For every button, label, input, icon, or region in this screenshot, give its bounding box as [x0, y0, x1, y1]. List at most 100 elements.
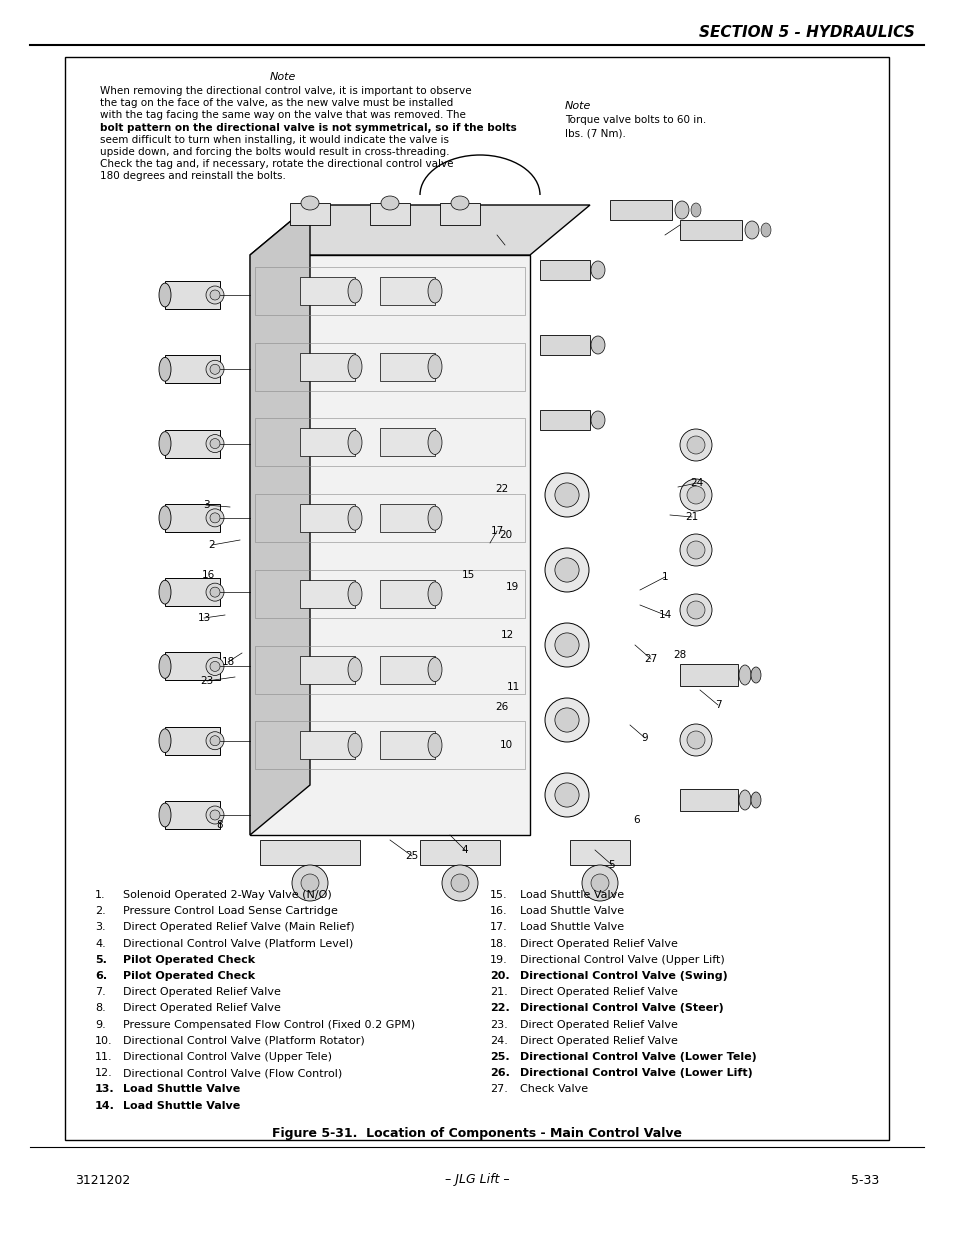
Circle shape	[544, 622, 588, 667]
Ellipse shape	[750, 792, 760, 808]
Circle shape	[210, 513, 220, 522]
Text: Check the tag and, if necessary, rotate the directional control valve: Check the tag and, if necessary, rotate …	[100, 159, 453, 169]
Circle shape	[544, 473, 588, 517]
Text: upside down, and forcing the bolts would result in cross-threading.: upside down, and forcing the bolts would…	[100, 147, 449, 157]
Text: 6.: 6.	[95, 971, 107, 981]
Bar	[250, 254, 530, 835]
Ellipse shape	[760, 224, 770, 237]
Text: 15.: 15.	[490, 890, 507, 900]
Circle shape	[206, 509, 224, 527]
Text: 2: 2	[209, 540, 215, 550]
Circle shape	[206, 731, 224, 750]
Ellipse shape	[675, 201, 688, 219]
Ellipse shape	[159, 283, 171, 308]
Text: 25.: 25.	[490, 1052, 509, 1062]
Text: SECTION 5 - HYDRAULICS: SECTION 5 - HYDRAULICS	[699, 25, 914, 40]
Ellipse shape	[428, 657, 441, 682]
Ellipse shape	[348, 657, 361, 682]
Bar	[65, 57, 888, 1140]
Circle shape	[210, 438, 220, 448]
Bar	[299, 731, 355, 760]
Bar	[260, 840, 359, 864]
Ellipse shape	[159, 357, 171, 382]
Circle shape	[210, 736, 220, 746]
Circle shape	[544, 548, 588, 592]
Text: Load Shuttle Valve: Load Shuttle Valve	[519, 890, 623, 900]
Ellipse shape	[159, 803, 171, 827]
Text: Torque valve bolts to 60 in.: Torque valve bolts to 60 in.	[564, 115, 705, 125]
Text: Direct Operated Relief Valve (Main Relief): Direct Operated Relief Valve (Main Relie…	[123, 923, 355, 932]
Bar	[299, 353, 355, 380]
Text: Pilot Operated Check: Pilot Operated Check	[123, 971, 254, 981]
Bar	[609, 200, 671, 220]
Circle shape	[206, 435, 224, 452]
Text: Directional Control Valve (Swing): Directional Control Valve (Swing)	[519, 971, 727, 981]
Text: 27: 27	[643, 655, 657, 664]
Text: When removing the directional control valve, it is important to observe: When removing the directional control va…	[100, 86, 471, 96]
Bar	[254, 569, 524, 618]
Text: Pressure Compensated Flow Control (Fixed 0.2 GPM): Pressure Compensated Flow Control (Fixed…	[123, 1020, 415, 1030]
Text: 11: 11	[506, 682, 519, 692]
Text: Direct Operated Relief Valve: Direct Operated Relief Valve	[519, 987, 678, 997]
Ellipse shape	[428, 354, 441, 379]
Text: 8.: 8.	[95, 1003, 106, 1014]
Bar	[299, 656, 355, 683]
Circle shape	[206, 806, 224, 824]
Circle shape	[210, 290, 220, 300]
Text: 12: 12	[500, 630, 513, 640]
Text: the tag on the face of the valve, as the new valve must be installed: the tag on the face of the valve, as the…	[100, 99, 453, 109]
Ellipse shape	[690, 203, 700, 217]
Bar	[379, 504, 435, 532]
Text: 1: 1	[661, 572, 668, 582]
Circle shape	[679, 429, 711, 461]
Circle shape	[206, 361, 224, 378]
Text: Direct Operated Relief Valve: Direct Operated Relief Valve	[519, 1036, 678, 1046]
Circle shape	[555, 708, 578, 732]
Text: Figure 5-31.  Location of Components - Main Control Valve: Figure 5-31. Location of Components - Ma…	[272, 1128, 681, 1140]
Text: 16: 16	[201, 571, 214, 580]
Circle shape	[679, 479, 711, 511]
Text: 9: 9	[641, 734, 648, 743]
Ellipse shape	[380, 196, 398, 210]
Text: 8: 8	[216, 820, 223, 830]
Polygon shape	[250, 205, 310, 835]
Text: Directional Control Valve (Upper Lift): Directional Control Valve (Upper Lift)	[519, 955, 724, 965]
Bar	[299, 277, 355, 305]
Text: 2.: 2.	[95, 906, 106, 916]
Text: 23: 23	[200, 676, 213, 685]
Text: seem difficult to turn when installing, it would indicate the valve is: seem difficult to turn when installing, …	[100, 135, 449, 144]
Ellipse shape	[428, 506, 441, 530]
Text: 3121202: 3121202	[75, 1173, 131, 1187]
Text: 13: 13	[197, 613, 211, 622]
Text: 7.: 7.	[95, 987, 106, 997]
Text: 6: 6	[633, 815, 639, 825]
Text: 14.: 14.	[95, 1100, 114, 1110]
Text: 5-33: 5-33	[850, 1173, 878, 1187]
Circle shape	[301, 874, 318, 892]
Text: Direct Operated Relief Valve: Direct Operated Relief Valve	[519, 939, 678, 948]
Text: 12.: 12.	[95, 1068, 112, 1078]
Circle shape	[210, 364, 220, 374]
Text: Solenoid Operated 2-Way Valve (N/O): Solenoid Operated 2-Way Valve (N/O)	[123, 890, 332, 900]
Circle shape	[686, 601, 704, 619]
Circle shape	[544, 773, 588, 818]
Bar	[254, 419, 524, 467]
Bar	[299, 504, 355, 532]
Text: 15: 15	[461, 571, 475, 580]
Text: Note: Note	[270, 72, 295, 82]
Text: 28: 28	[673, 650, 686, 659]
Text: bolt pattern on the directional valve is not symmetrical, so if the bolts: bolt pattern on the directional valve is…	[100, 122, 517, 132]
Ellipse shape	[428, 279, 441, 303]
Text: Load Shuttle Valve: Load Shuttle Valve	[519, 923, 623, 932]
Text: Load Shuttle Valve: Load Shuttle Valve	[123, 1100, 240, 1110]
Bar	[539, 335, 589, 354]
Text: 26.: 26.	[490, 1068, 509, 1078]
Text: Load Shuttle Valve: Load Shuttle Valve	[519, 906, 623, 916]
Bar	[439, 203, 479, 225]
Text: Direct Operated Relief Valve: Direct Operated Relief Valve	[123, 987, 280, 997]
Circle shape	[679, 724, 711, 756]
Ellipse shape	[590, 411, 604, 429]
Bar	[379, 277, 435, 305]
Bar	[254, 721, 524, 769]
Bar	[569, 840, 629, 864]
